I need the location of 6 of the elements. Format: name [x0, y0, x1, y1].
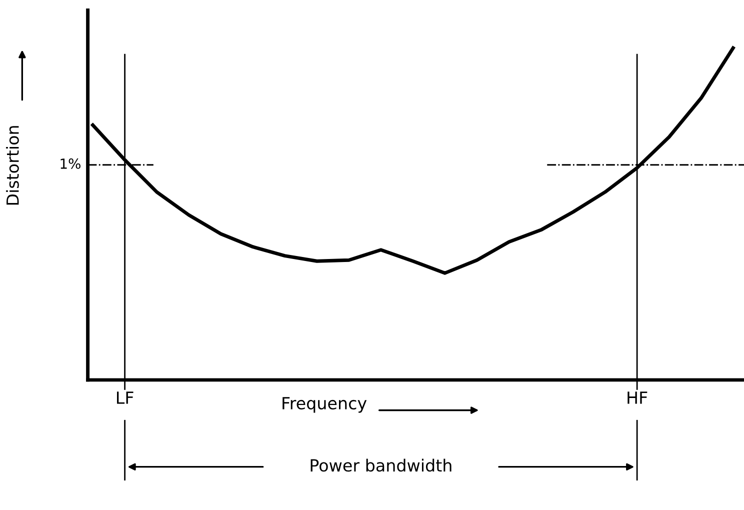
x-tick-label: HF: [628, 392, 648, 404]
x-tick-label: LF: [117, 392, 134, 404]
x-axis-title: Frequency: [282, 397, 367, 413]
y-axis-title: Distortion: [6, 126, 19, 205]
text: Power bandwidth: [310, 458, 452, 472]
ref-line-label: 1%: [60, 158, 80, 169]
